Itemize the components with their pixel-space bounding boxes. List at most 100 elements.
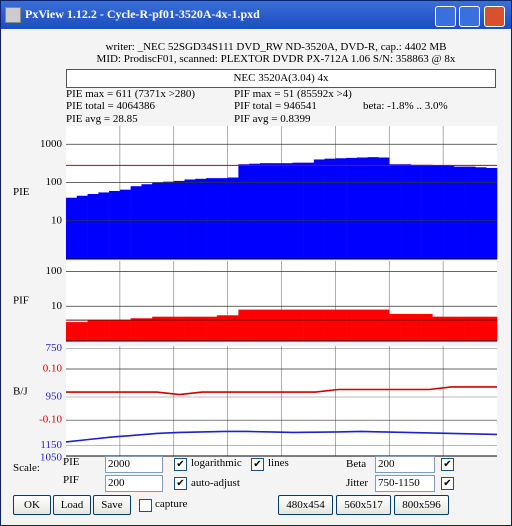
bar [378,157,390,259]
bar [227,315,239,341]
app-icon [5,7,21,23]
pie-scale-input[interactable]: 2000 [105,456,163,473]
bar [184,316,196,341]
beta-scale-input[interactable]: 200 [375,456,435,473]
y-tick-label: 100 [46,176,63,188]
bar [130,318,142,341]
bar [421,313,433,341]
bar [109,320,121,341]
stat: PIE max = 611 (7371x >280) [66,88,196,100]
bar [227,177,239,259]
bar [195,316,207,341]
media-info: MID: ProdiscF01, scanned: PLEXTOR DVDR P… [96,53,456,65]
checkbox[interactable]: ✔ [251,458,264,471]
disc-label: NEC 3520A(3.04) 4x [66,69,496,88]
bar [152,316,164,341]
title-bar: PxView 1.12.2 - Cycle-R-pf01-3520A-4x-1.… [1,1,511,29]
bar [259,309,272,341]
y2-tick-label: 950 [46,391,63,403]
bar [270,309,282,341]
bar [270,163,282,259]
axis-label: B/J [13,386,28,398]
series-line [66,386,497,396]
bar [303,309,315,341]
bar [486,167,498,259]
bar [475,167,487,259]
label: Scale: [13,462,40,474]
maximize-button[interactable] [459,6,480,27]
ok-button[interactable]: OK [13,495,51,515]
checkbox[interactable]: ✔ [174,477,187,490]
y-tick-label: 0.10 [43,363,63,375]
stat: PIF avg = 0.8399 [234,113,311,125]
bar [367,309,379,341]
bar [335,309,347,341]
bar [464,166,476,259]
bar [98,192,110,259]
bar [313,159,325,259]
stat: PIE avg = 28.85 [66,113,138,125]
label: Beta [346,458,367,470]
window-title: PxView 1.12.2 - Cycle-R-pf01-3520A-4x-1.… [25,7,260,21]
bar [195,178,207,259]
label: lines [268,457,289,469]
bar [443,165,455,259]
jitter-scale-input[interactable]: 750-1150 [375,475,435,492]
bar [173,180,185,259]
bar [87,194,99,259]
bar [76,322,88,341]
stat: beta: -1.8% .. 3.0% [363,100,448,112]
bar [216,315,228,341]
stat: PIF total = 946541 [234,100,317,112]
series-line [65,430,498,443]
bar [324,158,336,259]
checkbox[interactable]: ✔ [441,477,454,490]
stat: PIE total = 4064386 [66,100,156,112]
pif-scale-input[interactable]: 200 [105,475,163,492]
bar [206,316,218,341]
bar [400,313,412,341]
bar [421,164,433,259]
bar [109,190,121,259]
size-button[interactable]: 560x517 [336,495,391,515]
bar [313,309,325,341]
bar [130,186,142,259]
checkbox[interactable] [139,499,152,512]
bar [410,164,422,259]
bar [98,320,110,341]
bar [335,158,347,259]
bar [259,163,272,259]
save-button[interactable]: Save [93,495,131,515]
load-button[interactable]: Load [53,495,91,515]
bar [292,162,304,259]
bar [76,195,88,259]
label: PIE [63,456,80,468]
bar [249,309,261,341]
y-tick-label: 1000 [40,138,63,150]
bar [453,316,465,341]
minimize-button[interactable] [435,6,456,27]
size-button[interactable]: 480x454 [278,495,333,515]
close-button[interactable] [484,6,505,27]
writer-info: writer: _NEC 52SGD34S111 DVD_RW ND-3520A… [105,41,447,53]
bar [206,178,218,259]
size-button[interactable]: 800x596 [394,495,449,515]
bar [367,157,379,259]
checkbox[interactable]: ✔ [441,458,454,471]
y-tick-label: 10 [51,214,63,226]
checkbox[interactable]: ✔ [174,458,187,471]
bar [400,164,412,259]
bar [486,316,498,341]
bar [119,189,131,259]
bar [432,165,444,259]
bar [184,179,196,259]
bar [87,320,99,341]
label: capture [155,498,188,510]
bar [119,320,131,341]
bar [66,322,78,341]
bar [281,163,293,259]
label: logarithmic [191,457,242,469]
bar [464,316,476,341]
bar [356,157,368,259]
